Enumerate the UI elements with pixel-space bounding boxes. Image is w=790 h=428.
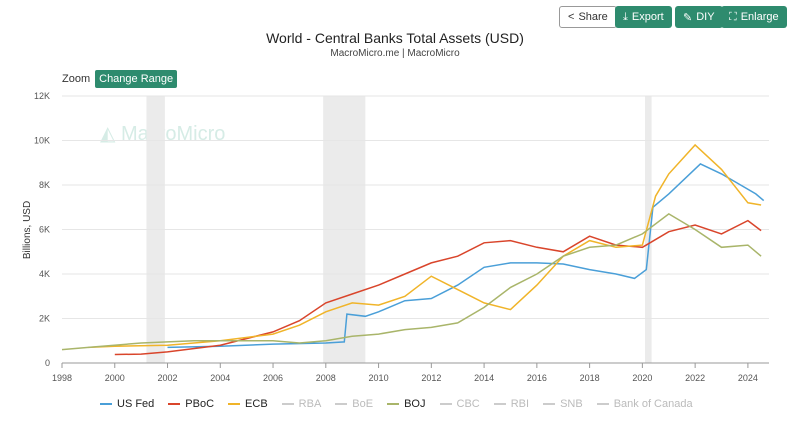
legend-item[interactable]: ECB [228,398,268,410]
legend: US Fed PBoC ECB RBA BoE BOJ CBC RBI SNB Bank of C… [100,398,693,410]
x-tick-label: 2010 [369,373,389,383]
chart-subtitle: MacroMicro.me | MacroMicro [330,48,460,59]
series-line-boj [61,212,762,351]
y-tick-label: 0 [45,358,50,368]
x-tick-label: 2000 [105,373,125,383]
legend-item[interactable]: SNB [543,398,583,410]
x-tick-label: 2002 [158,373,178,383]
y-tick-label: 4K [39,269,50,279]
y-tick-label: 6K [39,225,50,235]
legend-item[interactable]: PBoC [168,398,214,410]
legend-swatch [543,403,556,405]
x-tick-label: 2018 [580,373,600,383]
x-tick-label: 2016 [527,373,547,383]
x-tick-label: 2008 [316,373,336,383]
x-tick-label: 2022 [685,373,705,383]
diy-button[interactable]: ✎ DIY [675,6,723,28]
legend-item[interactable]: BoE [335,398,373,410]
expand-icon: ⛶ [729,10,737,23]
legend-label: RBA [298,398,322,410]
legend-swatch [100,403,112,405]
x-tick-label: 2004 [210,373,230,383]
x-tick-label: 2012 [421,373,441,383]
legend-label: SNB [560,398,583,410]
y-axis-label: Billions, USD [22,201,33,259]
y-tick-label: 12K [34,91,50,101]
legend-swatch [439,403,452,405]
legend-label: RBI [510,398,530,410]
legend-label: PBoC [185,398,215,410]
enlarge-button[interactable]: ⛶ Enlarge [721,6,787,28]
legend-label: BoE [352,398,374,410]
legend-swatch [387,403,400,405]
zoom-label: Zoom [62,73,91,85]
legend-swatch [493,403,506,405]
series-line-ecb [88,143,762,349]
x-tick-label: 2006 [263,373,283,383]
y-tick-label: 10K [34,136,50,146]
legend-swatch [228,403,241,405]
legend-swatch [596,403,609,405]
legend-label: ECB [245,398,268,410]
legend-swatch [281,403,294,405]
x-tick-label: 2024 [738,373,758,383]
y-tick-label: 2K [39,314,50,324]
export-button[interactable]: ⤓ Export [615,6,672,28]
legend-item[interactable]: US Fed [100,398,154,410]
legend-swatch [168,403,181,405]
x-tick-label: 2014 [474,373,494,383]
legend-label: CBC [456,398,480,410]
legend-item[interactable]: Bank of Canada [596,398,693,410]
zoom-control: Zoom Change Range [62,70,178,88]
share-icon: < [568,11,575,23]
series-line-us-fed [167,163,765,349]
x-tick-label: 2020 [632,373,652,383]
legend-label: Bank of Canada [613,398,693,410]
legend-item[interactable]: BOJ [387,398,426,410]
y-tick-label: 8K [39,180,50,190]
download-icon: ⤓ [623,10,628,23]
pencil-icon: ✎ [683,11,693,24]
legend-label: US Fed [117,398,155,410]
legend-item[interactable]: RBI [493,398,530,410]
legend-label: BOJ [404,398,426,410]
series-line-pboc [114,219,762,356]
chart-title: World - Central Banks Total Assets (USD) [266,30,524,46]
legend-item[interactable]: CBC [439,398,480,410]
x-tick-label: 1998 [52,373,72,383]
legend-swatch [335,403,348,405]
legend-item[interactable]: RBA [281,398,322,410]
change-range-button[interactable]: Change Range [95,70,178,88]
